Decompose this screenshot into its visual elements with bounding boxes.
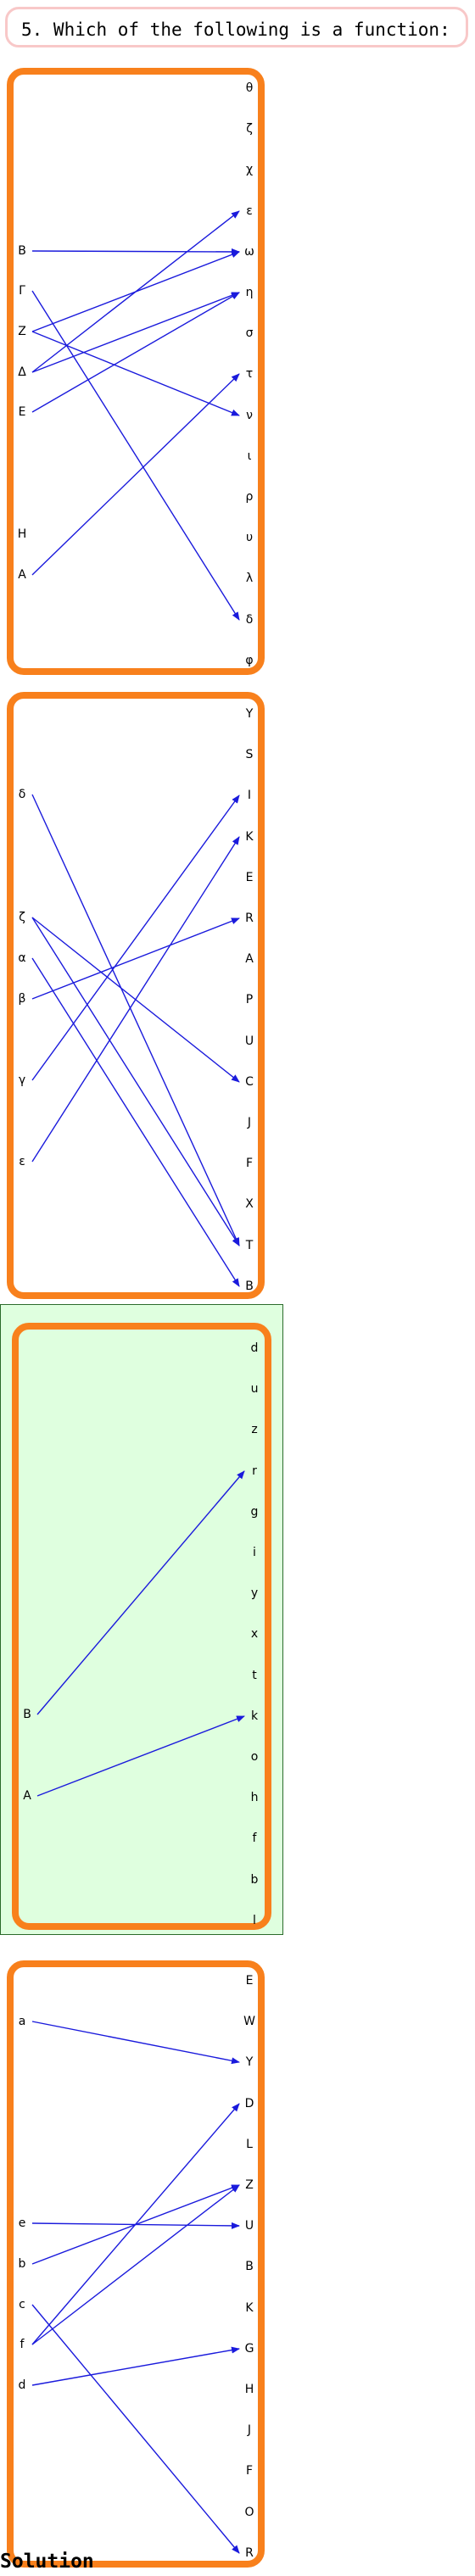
codomain-label: b (250, 1873, 259, 1887)
codomain-label: η (245, 286, 254, 299)
codomain-label: λ (245, 572, 254, 585)
codomain-label: k (250, 1709, 259, 1723)
domain-label: c (19, 2298, 25, 2311)
codomain-label: u (250, 1382, 259, 1396)
codomain-label: ε (246, 204, 253, 218)
codomain-label: S (245, 748, 254, 761)
codomain-label: g (250, 1505, 259, 1519)
codomain-label: z (251, 1423, 258, 1436)
domain-label: B (18, 244, 26, 258)
codomain-label: f (252, 1832, 257, 1845)
domain-label: ε (19, 1155, 25, 1168)
codomain-label: τ (245, 367, 254, 381)
codomain-label: K (245, 830, 254, 844)
codomain-label: P (245, 993, 254, 1006)
codomain-label: T (245, 1239, 254, 1252)
answer-option-3[interactable] (12, 1323, 271, 1930)
domain-label: Δ (18, 365, 26, 379)
codomain-label: υ (245, 531, 254, 544)
codomain-label: L (246, 2138, 253, 2151)
domain-label: H (17, 527, 27, 541)
codomain-label: A (245, 952, 254, 966)
codomain-label: I (247, 789, 252, 802)
domain-label: ζ (19, 911, 25, 924)
codomain-label: C (245, 1075, 254, 1089)
codomain-label: O (244, 2506, 254, 2519)
codomain-label: h (250, 1791, 259, 1804)
domain-label: e (18, 2216, 26, 2230)
codomain-label: X (245, 1197, 254, 1211)
codomain-label: Y (245, 707, 254, 721)
codomain-label: σ (245, 326, 254, 340)
codomain-label: x (250, 1627, 259, 1641)
codomain-label: D (244, 2097, 254, 2110)
domain-label: d (18, 2378, 26, 2392)
domain-label: f (20, 2338, 25, 2351)
codomain-label: δ (245, 613, 254, 627)
codomain-label: J (247, 1116, 252, 1129)
domain-label: Γ (19, 284, 25, 298)
codomain-label: F (245, 2464, 254, 2478)
codomain-label: ζ (246, 122, 253, 136)
codomain-label: ν (246, 409, 253, 422)
codomain-label: ι (247, 449, 252, 463)
codomain-label: θ (245, 81, 254, 95)
codomain-label: H (244, 2383, 254, 2396)
codomain-label: Y (245, 2055, 254, 2069)
codomain-label: ω (244, 245, 254, 259)
domain-label: E (18, 405, 26, 419)
codomain-label: φ (245, 654, 254, 667)
answer-option-2[interactable] (7, 692, 265, 1299)
codomain-label: U (244, 1034, 254, 1048)
codomain-label: W (243, 2015, 255, 2028)
codomain-label: i (253, 1546, 256, 1559)
codomain-label: G (244, 2342, 254, 2356)
domain-label: A (23, 1789, 31, 1803)
codomain-label: χ (245, 163, 254, 176)
domain-label: δ (18, 788, 26, 801)
codomain-label: R (245, 2546, 254, 2560)
domain-label: γ (18, 1073, 26, 1087)
codomain-label: E (245, 871, 254, 884)
domain-label: α (18, 951, 26, 965)
codomain-label: J (247, 2423, 252, 2437)
codomain-label: y (250, 1586, 259, 1600)
codomain-label: t (252, 1669, 257, 1682)
answer-option-1[interactable] (7, 68, 265, 675)
solution-label: Solution (0, 2551, 94, 2573)
codomain-label: ρ (245, 490, 254, 504)
question-text: 5. Which of the following is a function: (21, 20, 450, 40)
codomain-label: B (245, 2260, 254, 2273)
domain-label: a (18, 2015, 26, 2028)
codomain-label: U (244, 2219, 254, 2233)
domain-label: b (18, 2257, 26, 2271)
codomain-label: o (250, 1750, 259, 1764)
domain-label: A (18, 568, 26, 582)
codomain-label: r (252, 1464, 257, 1478)
domain-label: Z (18, 325, 26, 338)
answer-option-4[interactable] (7, 1960, 265, 2568)
codomain-label: l (253, 1914, 256, 1927)
domain-label: β (18, 992, 26, 1006)
codomain-label: E (245, 1974, 254, 1988)
question-box: 5. Which of the following is a function: (5, 7, 468, 47)
codomain-label: F (245, 1157, 254, 1170)
codomain-label: d (250, 1341, 259, 1355)
codomain-label: R (245, 912, 254, 925)
codomain-label: Z (245, 2178, 254, 2192)
domain-label: B (23, 1708, 31, 1721)
codomain-label: K (245, 2301, 254, 2315)
codomain-label: B (245, 1280, 254, 1293)
